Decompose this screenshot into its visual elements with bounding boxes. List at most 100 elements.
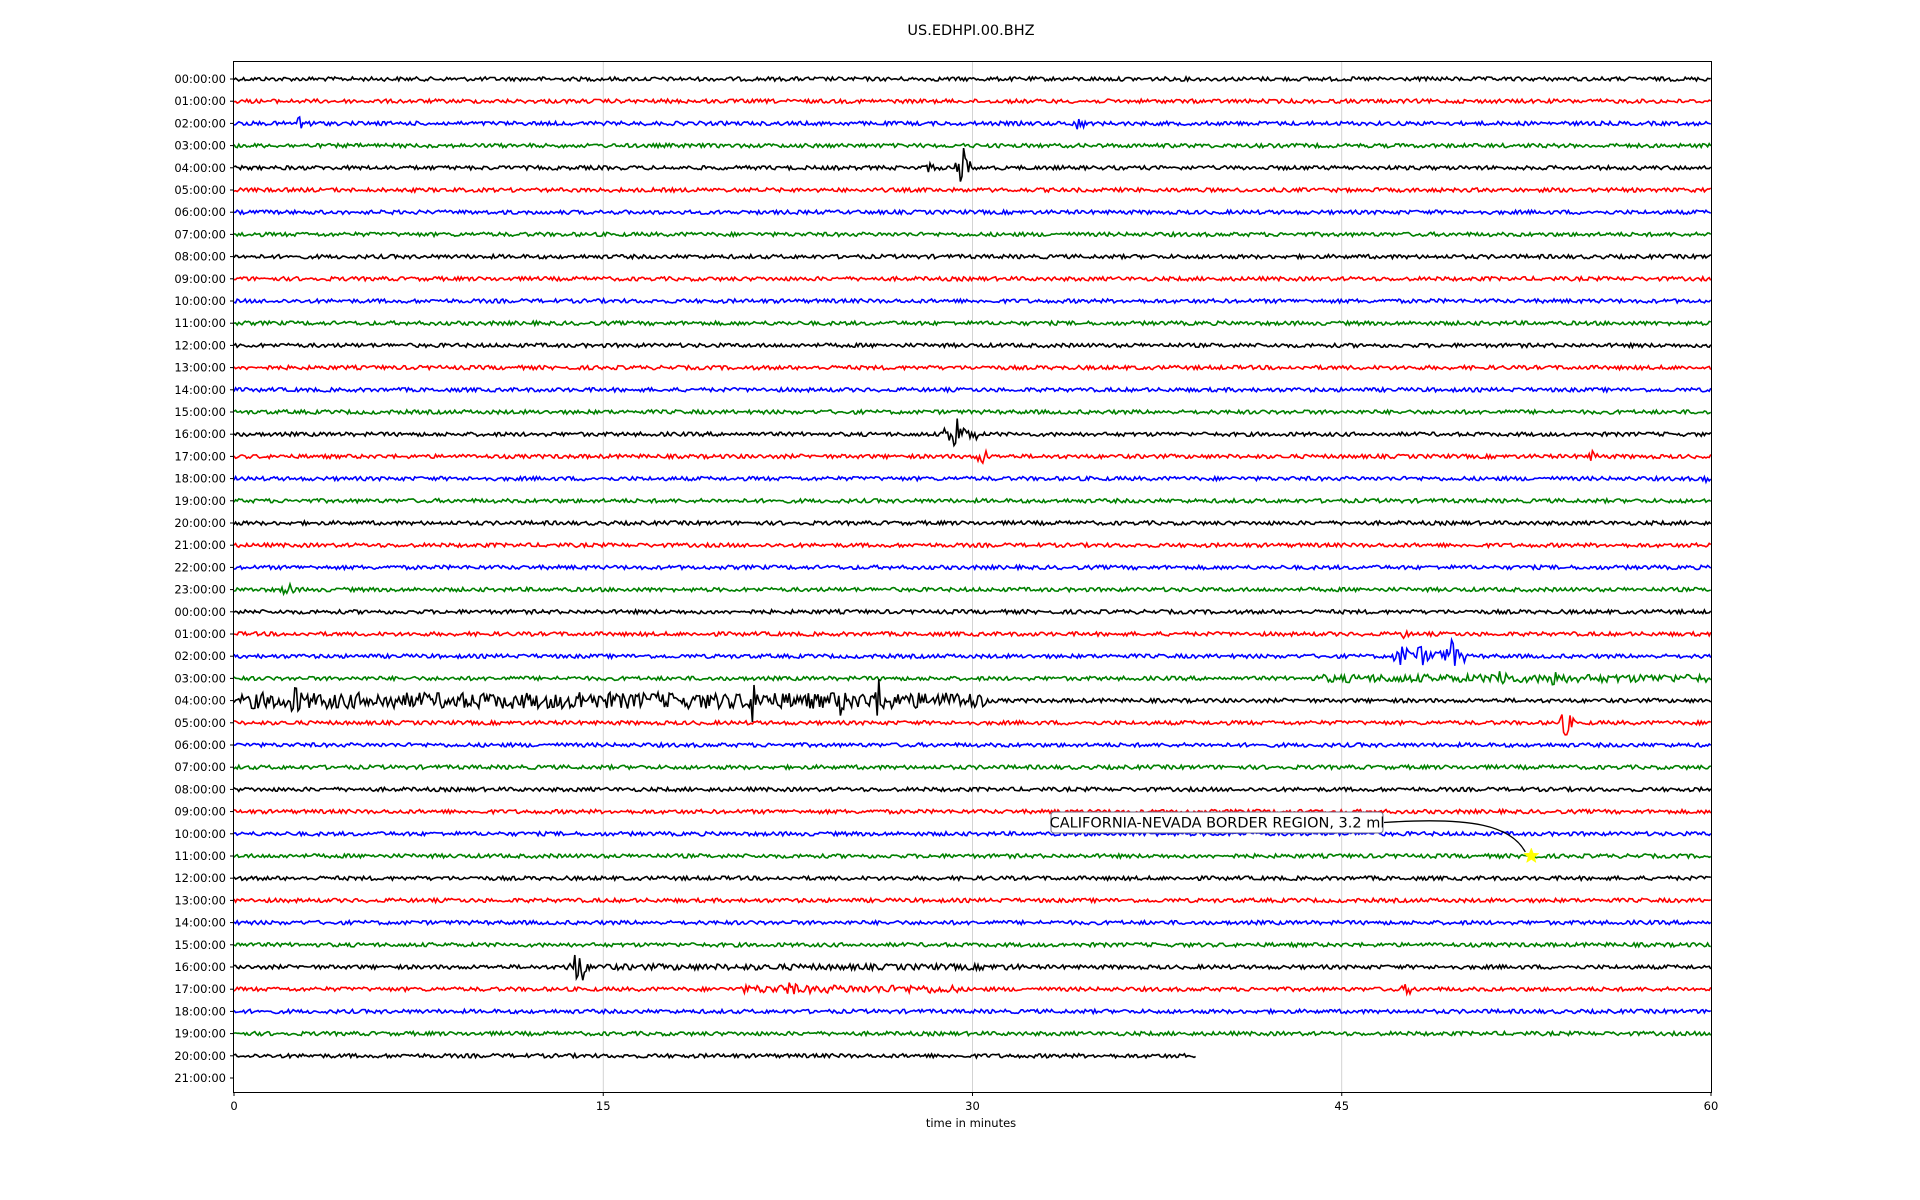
row-time-label: 00:00:00 — [174, 605, 226, 619]
seismic-trace — [233, 628, 1712, 640]
seismic-trace — [233, 496, 1712, 505]
row-time-label: 08:00:00 — [174, 250, 226, 264]
seismic-trace — [233, 896, 1712, 905]
seismic-trace — [233, 982, 1712, 997]
seismic-trace — [233, 418, 1712, 448]
row-time-label: 04:00:00 — [174, 161, 226, 175]
row-time-label: 14:00:00 — [174, 916, 226, 930]
seismic-trace — [233, 607, 1712, 616]
plot-frame — [233, 61, 1712, 1093]
row-time-label: 19:00:00 — [174, 1027, 226, 1041]
seismic-trace — [233, 807, 1712, 816]
annotation-text: CALIFORNIA-NEVADA BORDER REGION, 3.2 ml — [1050, 816, 1385, 832]
seismic-trace — [233, 829, 1712, 838]
seismic-trace — [233, 519, 1712, 527]
annotation-arrow — [1383, 820, 1526, 853]
seismic-trace — [233, 785, 1712, 794]
seismic-trace — [233, 852, 1712, 861]
row-time-label: 07:00:00 — [174, 227, 226, 241]
seismic-trace — [233, 208, 1712, 217]
row-time-label: 03:00:00 — [174, 139, 226, 153]
row-time-label: 17:00:00 — [174, 982, 226, 996]
seismic-trace — [233, 874, 1711, 883]
seismic-trace — [233, 636, 1712, 666]
row-time-label: 13:00:00 — [174, 893, 226, 907]
row-time-label: 16:00:00 — [174, 427, 226, 441]
row-time-label: 23:00:00 — [174, 583, 226, 597]
row-time-label: 14:00:00 — [174, 383, 226, 397]
seismic-trace — [233, 97, 1712, 106]
row-time-label: 03:00:00 — [174, 671, 226, 685]
grid-lines — [602, 62, 1343, 1092]
row-time-label: 07:00:00 — [174, 760, 226, 774]
row-time-label: 20:00:00 — [174, 516, 226, 530]
row-time-label: 21:00:00 — [174, 1071, 226, 1085]
row-time-label: 06:00:00 — [174, 205, 226, 219]
row-time-label: 08:00:00 — [174, 782, 226, 796]
seismic-trace — [233, 1029, 1712, 1038]
row-time-label: 05:00:00 — [174, 183, 226, 197]
row-time-label: 01:00:00 — [174, 627, 226, 641]
x-tick-label: 30 — [965, 1099, 980, 1113]
x-axis-label: time in minutes — [926, 1116, 1016, 1130]
seismic-trace — [233, 763, 1712, 772]
row-time-label: 10:00:00 — [174, 827, 226, 841]
seismic-trace — [233, 541, 1712, 550]
seismic-trace — [233, 714, 1712, 736]
row-time-label: 20:00:00 — [174, 1049, 226, 1063]
row-time-label: 12:00:00 — [174, 338, 226, 352]
event-annotation: CALIFORNIA-NEVADA BORDER REGION, 3.2 ml — [1050, 811, 1540, 864]
row-time-label: 16:00:00 — [174, 960, 226, 974]
row-time-label: 02:00:00 — [174, 116, 226, 130]
row-time-label: 15:00:00 — [174, 405, 226, 419]
x-tick-label: 45 — [1334, 1099, 1349, 1113]
row-time-label: 18:00:00 — [174, 1004, 226, 1018]
seismic-trace — [233, 581, 1711, 597]
event-star-marker — [1523, 847, 1540, 864]
seismic-trace — [233, 185, 1712, 194]
seismic-trace — [233, 115, 1712, 131]
row-time-label: 11:00:00 — [174, 849, 226, 863]
chart-title: US.EDHPI.00.BHZ — [907, 23, 1034, 39]
seismic-trace — [233, 319, 1712, 328]
seismic-trace — [233, 147, 1712, 182]
row-time-label: 09:00:00 — [174, 272, 226, 286]
seismic-trace — [233, 448, 1712, 465]
row-time-label: 18:00:00 — [174, 472, 226, 486]
x-axis-ticks: 0 15 30 45 60 — [230, 1092, 1718, 1113]
seismic-trace — [233, 741, 1712, 749]
row-time-label: 15:00:00 — [174, 938, 226, 952]
row-time-label: 12:00:00 — [174, 871, 226, 885]
row-time-label: 01:00:00 — [174, 94, 226, 108]
seismic-trace — [233, 1007, 1712, 1016]
x-tick-label: 15 — [596, 1099, 611, 1113]
row-time-labels: 00:00:00 01:00:00 02:00:00 03:00:00 04:00:00… — [174, 72, 234, 1085]
trace-layer — [233, 74, 1712, 1060]
row-time-label: 11:00:00 — [174, 316, 226, 330]
row-time-label: 00:00:00 — [174, 72, 226, 86]
seismic-trace — [234, 274, 1712, 283]
row-time-label: 10:00:00 — [174, 294, 226, 308]
seismic-trace — [233, 1051, 1196, 1060]
seismic-trace — [233, 918, 1712, 927]
row-time-label: 02:00:00 — [174, 649, 226, 663]
row-time-label: 17:00:00 — [174, 449, 226, 463]
annotation-box — [1050, 811, 1384, 834]
seismic-trace — [233, 941, 1711, 949]
seismic-trace — [233, 954, 1712, 982]
seismic-trace — [233, 230, 1712, 239]
seismic-trace — [233, 385, 1712, 394]
seismic-trace — [233, 74, 1711, 83]
row-time-label: 09:00:00 — [174, 805, 226, 819]
seismic-trace — [233, 474, 1712, 485]
seismic-trace — [233, 341, 1712, 350]
seismic-trace — [233, 296, 1712, 305]
row-time-label: 21:00:00 — [174, 538, 226, 552]
seismic-trace — [233, 141, 1712, 150]
row-time-label: 22:00:00 — [174, 560, 226, 574]
row-time-label: 06:00:00 — [174, 738, 226, 752]
seismic-trace — [233, 252, 1712, 261]
x-tick-label: 0 — [230, 1099, 237, 1113]
row-time-label: 19:00:00 — [174, 494, 226, 508]
